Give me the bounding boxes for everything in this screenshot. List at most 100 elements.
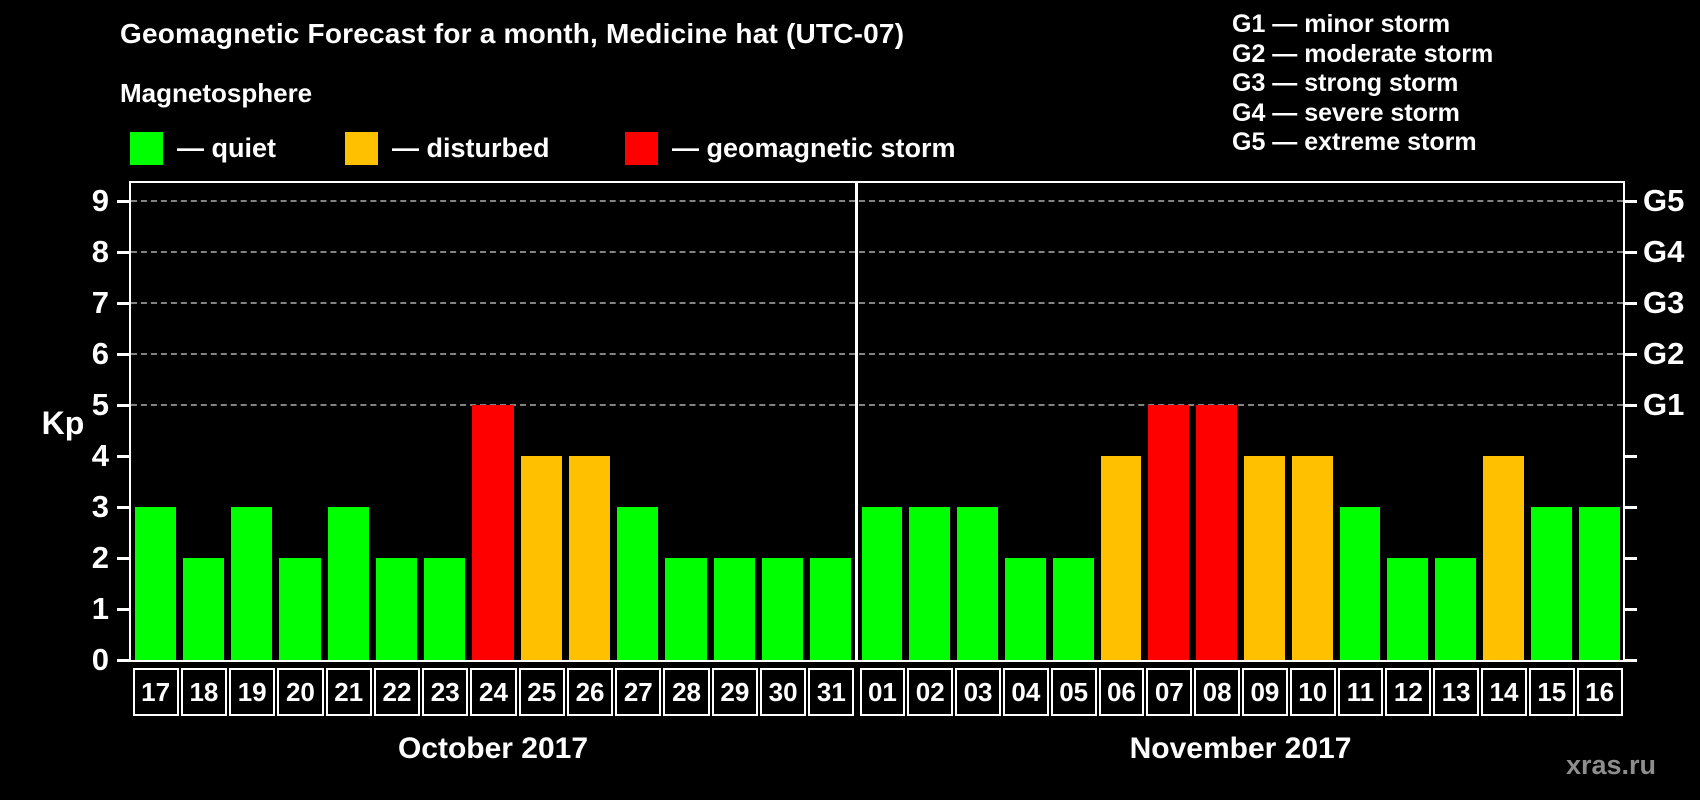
- y-tick-label-9: 9: [91, 183, 109, 218]
- kp-bar-october-22: [375, 558, 418, 660]
- kp-bar-november-10: [1291, 456, 1333, 660]
- date-cell-30: 30: [759, 668, 807, 716]
- kp-bar-november-13: [1435, 558, 1477, 660]
- y-tick-label-6: 6: [91, 336, 109, 371]
- kp-bar-october-23: [424, 558, 466, 660]
- y-tick-right-0: [1625, 658, 1637, 662]
- y-tick-label-1: 1: [91, 591, 109, 626]
- date-cell-07: 07: [1146, 668, 1193, 716]
- plot-area: [129, 181, 1625, 662]
- y-tick-label-2: 2: [91, 540, 109, 575]
- y-tick-left-6: [117, 352, 129, 356]
- legend-label-quiet: — quiet: [177, 133, 276, 163]
- date-cell-24: 24: [470, 668, 517, 716]
- kp-bar-november-14: [1483, 456, 1524, 660]
- y-tick-right-5: [1625, 403, 1637, 407]
- kp-bar-november-01: [861, 507, 903, 660]
- date-cell-26: 26: [566, 668, 614, 716]
- kp-bar-october-27: [617, 507, 659, 660]
- date-cell-12: 12: [1385, 668, 1432, 716]
- kp-bar-october-17: [134, 507, 176, 660]
- date-cell-25: 25: [518, 668, 565, 716]
- month-label-november: November 2017: [1129, 732, 1352, 765]
- g-scale-item-g2: G2 — moderate storm: [1232, 39, 1494, 68]
- y-tick-left-9: [117, 199, 129, 203]
- y-tick-left-3: [117, 505, 129, 509]
- date-cell-09: 09: [1242, 668, 1288, 716]
- gridline-kp8: [131, 251, 1623, 253]
- date-cell-05: 05: [1050, 668, 1097, 716]
- kp-bar-november-15: [1530, 507, 1572, 660]
- kp-bar-november-12: [1387, 558, 1429, 660]
- kp-bar-november-03: [957, 507, 998, 660]
- kp-bar-november-11: [1339, 507, 1381, 660]
- legend-label-disturbed: — disturbed: [392, 133, 550, 163]
- g-scale-item-g5: G5 — extreme storm: [1232, 128, 1477, 156]
- legend-item-storm: — geomagnetic storm: [625, 132, 956, 165]
- kp-bar-november-09: [1244, 456, 1285, 660]
- date-cell-23: 23: [422, 668, 469, 716]
- right-axis-label-g1: G1: [1643, 387, 1685, 422]
- kp-bar-november-07: [1148, 405, 1190, 660]
- y-tick-left-0: [117, 658, 129, 662]
- kp-bar-october-29: [713, 558, 755, 660]
- g-scale-item-g4: G4 — severe storm: [1232, 98, 1460, 127]
- date-cell-18: 18: [180, 668, 228, 716]
- watermark: xras.ru: [1565, 750, 1656, 780]
- date-cell-27: 27: [615, 668, 662, 716]
- date-cell-22: 22: [373, 668, 421, 716]
- gridline-kp6: [131, 353, 1623, 355]
- kp-bar-october-26: [568, 456, 611, 660]
- gridline-kp5: [131, 404, 1623, 406]
- kp-bar-november-05: [1052, 558, 1094, 660]
- date-cell-11: 11: [1337, 668, 1384, 716]
- date-cell-13: 13: [1433, 668, 1480, 716]
- right-axis-label-g3: G3: [1643, 285, 1685, 320]
- right-axis-label-g5: G5: [1643, 183, 1685, 218]
- y-tick-left-1: [117, 607, 129, 611]
- kp-bar-november-06: [1100, 456, 1142, 660]
- kp-bar-october-18: [182, 558, 225, 660]
- date-cell-10: 10: [1289, 668, 1336, 716]
- kp-bar-october-30: [761, 558, 804, 660]
- y-tick-right-2: [1625, 556, 1637, 560]
- kp-bar-october-19: [231, 507, 273, 660]
- y-tick-right-6: [1625, 352, 1637, 356]
- date-cell-19: 19: [229, 668, 276, 716]
- y-tick-right-4: [1625, 454, 1637, 458]
- y-tick-right-7: [1625, 301, 1637, 305]
- y-tick-label-3: 3: [91, 489, 109, 524]
- disturbed-swatch-icon: [345, 132, 378, 165]
- g-scale-item-g1: G1 — minor storm: [1232, 10, 1451, 38]
- gridline-kp9: [131, 200, 1623, 202]
- date-cell-04: 04: [1002, 668, 1049, 716]
- date-cell-21: 21: [325, 668, 372, 716]
- y-tick-right-1: [1625, 607, 1637, 611]
- date-cell-16: 16: [1576, 668, 1623, 716]
- y-tick-label-4: 4: [91, 438, 109, 473]
- kp-bar-november-04: [1004, 558, 1046, 660]
- kp-bar-october-21: [327, 507, 369, 660]
- kp-bar-october-31: [810, 558, 852, 660]
- y-axis-title: Kp: [41, 405, 85, 441]
- kp-bar-october-28: [665, 558, 707, 660]
- month-label-october: October 2017: [397, 732, 589, 765]
- date-cell-31: 31: [808, 668, 855, 716]
- g-scale-legend: G1 — minor storm G2 — moderate storm G3 …: [1232, 10, 1493, 158]
- y-tick-right-8: [1625, 250, 1637, 254]
- g-scale-item-g3: G3 — strong storm: [1232, 69, 1459, 97]
- date-cell-29: 29: [711, 668, 758, 716]
- legend-label-storm: — geomagnetic storm: [672, 133, 956, 163]
- y-tick-left-4: [117, 454, 129, 458]
- legend-item-disturbed: — disturbed: [345, 132, 550, 165]
- date-cell-08: 08: [1194, 668, 1240, 716]
- date-cell-03: 03: [955, 668, 1001, 716]
- date-cell-14: 14: [1481, 668, 1527, 716]
- y-tick-label-5: 5: [91, 387, 109, 422]
- kp-bar-october-25: [520, 456, 562, 660]
- gridline-kp7: [131, 302, 1623, 304]
- y-tick-right-9: [1625, 199, 1637, 203]
- date-cell-02: 02: [907, 668, 954, 716]
- y-tick-label-8: 8: [91, 234, 109, 269]
